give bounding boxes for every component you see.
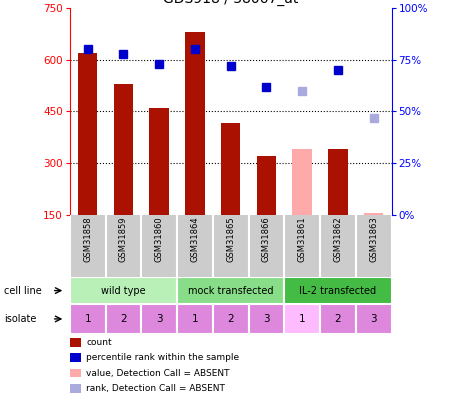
Bar [364, 213, 383, 215]
Text: IL-2 transfected: IL-2 transfected [299, 286, 377, 296]
Text: GSM31866: GSM31866 [262, 217, 271, 262]
Text: GSM31865: GSM31865 [226, 217, 235, 262]
Text: GSM31860: GSM31860 [155, 217, 164, 262]
Text: 1: 1 [84, 314, 91, 324]
Bar [70, 277, 177, 304]
Bar [221, 124, 240, 215]
Text: 2: 2 [334, 314, 341, 324]
Bar [284, 277, 392, 304]
Text: 2: 2 [227, 314, 234, 324]
Text: 3: 3 [370, 314, 377, 324]
Text: GSM31861: GSM31861 [297, 217, 306, 262]
Bar [113, 84, 133, 215]
Text: value, Detection Call = ABSENT: value, Detection Call = ABSENT [86, 369, 230, 377]
Bar [177, 277, 284, 304]
Text: mock transfected: mock transfected [188, 286, 274, 296]
Text: cell line: cell line [4, 286, 42, 296]
Bar [70, 304, 105, 334]
Bar [248, 304, 284, 334]
Text: 1: 1 [192, 314, 198, 324]
Text: 1: 1 [299, 314, 306, 324]
Bar [284, 304, 320, 334]
Title: GDS918 / 38067_at: GDS918 / 38067_at [163, 0, 298, 6]
Text: isolate: isolate [4, 314, 37, 324]
Bar [356, 304, 392, 334]
Bar [177, 304, 213, 334]
Bar [256, 156, 276, 215]
Bar [320, 304, 356, 334]
Bar [328, 149, 348, 215]
Text: rank, Detection Call = ABSENT: rank, Detection Call = ABSENT [86, 384, 225, 393]
Bar [105, 304, 141, 334]
Text: GSM31859: GSM31859 [119, 217, 128, 262]
Bar [78, 53, 98, 215]
Text: count: count [86, 338, 112, 347]
Text: 3: 3 [156, 314, 162, 324]
Bar [292, 149, 312, 215]
Bar [213, 304, 248, 334]
Text: 3: 3 [263, 314, 270, 324]
Text: 2: 2 [120, 314, 127, 324]
Bar [149, 108, 169, 215]
Bar [185, 32, 205, 215]
Text: GSM31863: GSM31863 [369, 217, 378, 262]
Text: GSM31858: GSM31858 [83, 217, 92, 262]
Text: GSM31862: GSM31862 [333, 217, 342, 262]
Text: wild type: wild type [101, 286, 146, 296]
Bar [141, 304, 177, 334]
Text: percentile rank within the sample: percentile rank within the sample [86, 353, 239, 362]
Text: GSM31864: GSM31864 [190, 217, 199, 262]
